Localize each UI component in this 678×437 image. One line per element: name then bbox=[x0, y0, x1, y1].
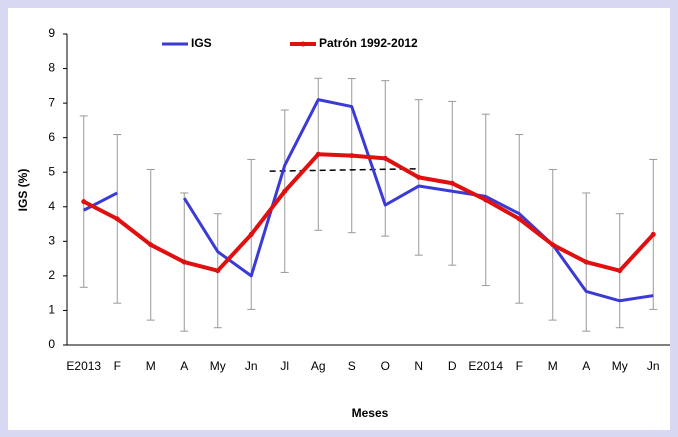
series-marker bbox=[81, 199, 87, 205]
series-marker bbox=[315, 151, 321, 157]
legend-label: IGS bbox=[191, 36, 212, 50]
series-marker bbox=[114, 216, 120, 222]
x-tick-label: N bbox=[414, 359, 423, 373]
dashed-reference bbox=[269, 168, 419, 172]
series-marker bbox=[583, 259, 589, 265]
x-tick-label: A bbox=[180, 359, 188, 373]
series-marker bbox=[617, 268, 623, 274]
x-tick-label: My bbox=[612, 359, 628, 373]
y-tick-label: 9 bbox=[48, 26, 55, 40]
x-tick-label: A bbox=[582, 359, 590, 373]
x-tick-label: E2013 bbox=[66, 359, 101, 373]
y-axis-label: IGS (%) bbox=[16, 169, 30, 212]
series-marker bbox=[483, 197, 489, 203]
x-tick-label: E2014 bbox=[468, 359, 503, 373]
x-axis-label: Meses bbox=[352, 406, 389, 420]
y-tick-label: 1 bbox=[48, 303, 55, 317]
chart-panel bbox=[8, 8, 670, 430]
y-tick-label: 3 bbox=[48, 234, 55, 248]
y-tick-label: 4 bbox=[48, 199, 55, 213]
series-marker bbox=[382, 155, 388, 161]
x-tick-label: F bbox=[516, 359, 523, 373]
series-marker bbox=[181, 259, 187, 265]
x-tick-label: M bbox=[548, 359, 558, 373]
x-tick-label: M bbox=[146, 359, 156, 373]
legend-marker bbox=[300, 41, 306, 47]
series-marker bbox=[282, 188, 288, 194]
x-tick-label: S bbox=[348, 359, 356, 373]
y-tick-label: 5 bbox=[48, 164, 55, 178]
series-marker bbox=[248, 231, 254, 237]
x-tick-label: Jl bbox=[280, 359, 289, 373]
x-tick-label: Jn bbox=[245, 359, 258, 373]
y-tick-label: 7 bbox=[48, 95, 55, 109]
series-marker bbox=[550, 242, 556, 248]
series-marker bbox=[215, 268, 221, 274]
y-tick-label: 0 bbox=[48, 337, 55, 351]
series-marker bbox=[650, 231, 656, 237]
x-tick-label: D bbox=[448, 359, 457, 373]
x-tick-label: Ag bbox=[311, 359, 326, 373]
series-marker bbox=[349, 153, 355, 159]
x-tick-label: F bbox=[114, 359, 121, 373]
y-tick-label: 6 bbox=[48, 130, 55, 144]
x-tick-label: Jn bbox=[647, 359, 660, 373]
series-marker bbox=[516, 216, 522, 222]
y-tick-label: 2 bbox=[48, 268, 55, 282]
series-marker bbox=[416, 174, 422, 180]
x-tick-label: O bbox=[381, 359, 390, 373]
legend-label: Patrón 1992-2012 bbox=[319, 36, 418, 50]
series-marker bbox=[449, 180, 455, 186]
series-marker bbox=[148, 242, 154, 248]
y-tick-label: 8 bbox=[48, 61, 55, 75]
series-line bbox=[82, 152, 655, 273]
x-tick-label: My bbox=[210, 359, 226, 373]
series-line bbox=[83, 98, 654, 303]
